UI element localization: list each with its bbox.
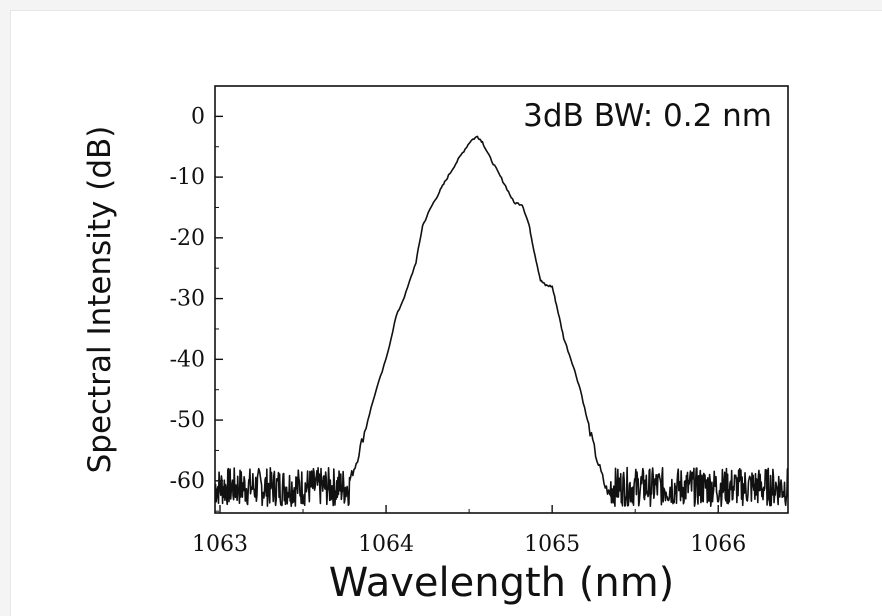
y-tick-label: -20 — [170, 226, 205, 251]
x-tick-label: 1066 — [690, 532, 746, 557]
x-tick-label: 1065 — [524, 532, 580, 557]
y-tick-label: -10 — [170, 165, 205, 190]
plot-frame — [214, 85, 789, 514]
bandwidth-annotation: 3dB BW: 0.2 nm — [523, 98, 772, 134]
x-axis-title: Wavelength (nm) — [329, 560, 675, 606]
figure-card — [10, 10, 882, 616]
x-tick-label: 1063 — [192, 532, 248, 557]
spectrum-line — [215, 135, 788, 508]
y-tick-label: -40 — [170, 347, 205, 372]
x-tick-label: 1064 — [358, 532, 414, 557]
series-layer — [215, 135, 788, 508]
y-axis-title: Spectral Intensity (dB) — [82, 126, 118, 474]
y-tick-label: -60 — [170, 469, 205, 494]
y-tick-label: -50 — [170, 408, 205, 433]
x-axis-ticks: 1063 1064 1065 1066 — [192, 505, 746, 557]
y-tick-label: -30 — [170, 287, 205, 312]
y-axis-ticks: 0 -10 -20 -30 -40 -50 -60 — [170, 104, 223, 512]
y-tick-label: 0 — [191, 104, 205, 129]
